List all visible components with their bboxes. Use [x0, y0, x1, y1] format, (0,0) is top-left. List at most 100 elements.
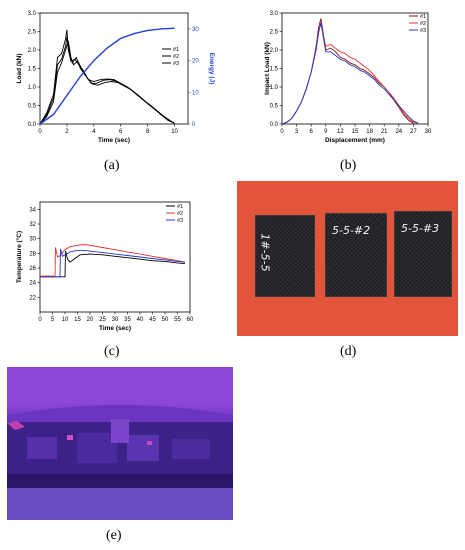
x-tick-label: 0 — [280, 129, 284, 135]
x-tick-label: 24 — [395, 129, 402, 135]
plate-label-3: 5-5-#3 — [401, 222, 440, 235]
chart-b: 0 3 6 9 12 15 18 21 24 27 30 0.0 0.5 1.0 1.5 2.0 2.5 3.0 D… — [264, 11, 432, 144]
y-tick-label: 28 — [29, 251, 36, 257]
x-tick-label: 4 — [92, 129, 96, 135]
legend-label: #2 — [177, 211, 183, 217]
x-tick-label: 15 — [352, 129, 359, 135]
x-tick-label: 3 — [295, 129, 299, 135]
y-tick-label: 0.5 — [270, 104, 279, 110]
x-axis-label: Displacement (mm) — [325, 137, 385, 144]
x-axis-label: Time (sec) — [98, 137, 130, 144]
x-tick-label: 12 — [337, 129, 344, 135]
legend-label: #2 — [420, 21, 426, 27]
x-tick-label: 0 — [38, 317, 42, 323]
x-tick-label: 55 — [174, 317, 181, 323]
specimen-plate-2: 5-5-#2 — [325, 213, 387, 297]
x-tick-label: 10 — [171, 129, 178, 135]
x-tick-label: 40 — [137, 317, 144, 323]
x-tick-label: 5 — [51, 317, 55, 323]
y2-tick-label: 0 — [192, 122, 196, 128]
y2-tick-label: 10 — [192, 90, 199, 96]
y2-tick-label: 20 — [192, 59, 199, 65]
plot-frame — [39, 201, 191, 313]
series-line-2 — [40, 244, 186, 277]
x-tick-label: 6 — [310, 129, 314, 135]
y-axis-label: Load (kN) — [16, 54, 23, 84]
chart-c: 0 5 10 15 20 25 30 35 40 45 50 55 60 22 24 26 28 30 32 34 Ti… — [15, 201, 194, 332]
y-tick-label: 30 — [29, 237, 36, 243]
x-tick-label: 15 — [74, 317, 81, 323]
caption-a: (a) — [104, 158, 120, 173]
y-tick-label: 2.5 — [270, 30, 279, 36]
legend-label: #3 — [173, 61, 179, 67]
x-tick-label: 10 — [62, 317, 69, 323]
x-tick-label: 30 — [425, 129, 432, 135]
y-tick-label: 22 — [29, 295, 36, 301]
y-tick-label: 0.5 — [28, 104, 37, 110]
series-line-1 — [39, 29, 175, 125]
x-tick-label: 21 — [381, 129, 388, 135]
y-tick-label: 1.5 — [270, 67, 279, 73]
x-tick-label: 25 — [99, 317, 106, 323]
specimen-photo: 1#-5-5 5-5-#2 5-5-#3 — [237, 181, 458, 336]
y-tick-label: 1.5 — [28, 67, 37, 73]
y2-axis-label: Energy (J) — [208, 53, 215, 85]
x-tick-label: 2 — [65, 129, 69, 135]
y-tick-label: 26 — [29, 266, 36, 272]
x-tick-label: 27 — [410, 129, 417, 135]
chart-a: 0 2 4 6 8 10 0.0 0.5 1.0 1.5 2.0 2.5 3.0 0 10 20 30 Energ… — [16, 11, 215, 144]
y-tick-label: 0.0 — [28, 122, 37, 128]
y-tick-label: 2.0 — [28, 48, 37, 54]
series-line-3 — [281, 22, 419, 125]
specimen-plate-1: 1#-5-5 — [255, 215, 315, 297]
caption-e: (e) — [106, 528, 122, 543]
y-tick-label: 3.0 — [270, 11, 279, 17]
y-axis-label: Temperature (°C) — [15, 231, 23, 283]
x-tick-label: 6 — [119, 129, 123, 135]
y-tick-label: 3.0 — [28, 11, 37, 17]
legend-label: #2 — [173, 54, 179, 60]
x-tick-label: 45 — [149, 317, 156, 323]
series-line-2 — [39, 36, 175, 125]
specimen-plate-3: 5-5-#3 — [394, 211, 452, 297]
caption-d: (d) — [340, 344, 357, 359]
x-tick-label: 8 — [146, 129, 150, 135]
y-tick-label: 1.0 — [28, 85, 37, 91]
y2-tick-label: 30 — [192, 27, 199, 33]
x-tick-label: 30 — [112, 317, 119, 323]
thermal-detail — [7, 367, 233, 520]
plate-label-1: 1#-5-5 — [258, 233, 272, 272]
x-tick-label: 35 — [124, 317, 131, 323]
series-line-1 — [281, 18, 414, 125]
series-line-3 — [40, 248, 186, 278]
plot-frame — [39, 12, 189, 125]
series-line-4 — [39, 27, 175, 125]
plot-frame — [281, 12, 429, 125]
legend-label: #1 — [177, 204, 183, 210]
thermal-image — [7, 367, 233, 520]
y-tick-label: 1.0 — [270, 85, 279, 91]
x-tick-label: 18 — [366, 129, 373, 135]
legend-label: #3 — [177, 218, 183, 224]
x-tick-label: 0 — [38, 129, 42, 135]
x-tick-label: 20 — [87, 317, 94, 323]
legend-label: #3 — [420, 28, 426, 34]
x-axis-label: Time (sec) — [99, 325, 131, 332]
x-tick-label: 9 — [324, 129, 328, 135]
series-line-1 — [40, 250, 186, 278]
series-line-3 — [39, 40, 175, 125]
y-tick-label: 0.0 — [270, 122, 279, 128]
y-tick-label: 2.5 — [28, 30, 37, 36]
series-line-2 — [281, 22, 419, 125]
caption-b: (b) — [340, 158, 357, 173]
legend-label: #1 — [420, 14, 426, 20]
x-tick-label: 60 — [187, 317, 194, 323]
x-tick-label: 50 — [162, 317, 169, 323]
legend-label: #1 — [173, 47, 179, 53]
plate-label-2: 5-5-#2 — [332, 224, 371, 237]
y-tick-label: 2.0 — [270, 48, 279, 54]
caption-c: (c) — [104, 344, 120, 359]
y-tick-label: 24 — [29, 281, 36, 287]
y-tick-label: 32 — [29, 222, 36, 228]
y-tick-label: 34 — [29, 207, 36, 213]
